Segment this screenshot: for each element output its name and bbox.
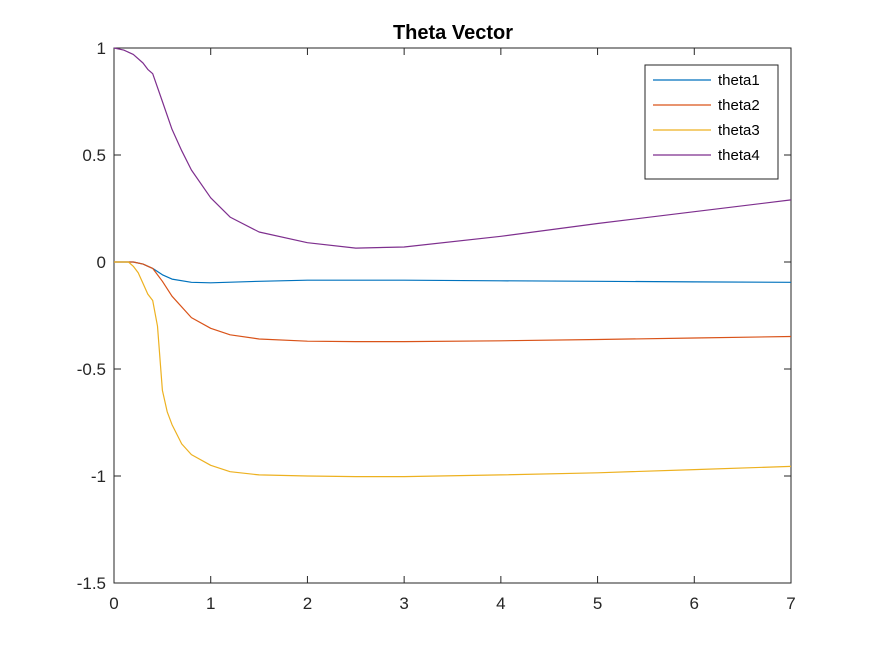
series-line-theta3 (114, 261, 792, 478)
y-tick-label: -1.5 (77, 574, 106, 593)
series-line-theta4 (113, 47, 792, 249)
y-tick-label: 0.5 (82, 146, 106, 165)
legend-label-theta3: theta3 (718, 122, 760, 139)
x-tick-label: 7 (786, 594, 795, 613)
legend: theta1 theta2 theta3 theta4 (644, 64, 779, 180)
x-tick-label: 0 (109, 594, 118, 613)
y-tick-label: 0 (97, 253, 106, 272)
legend-box (644, 64, 779, 180)
series-line-theta1 (114, 261, 792, 284)
x-tick-label: 1 (206, 594, 215, 613)
axes-box (113, 47, 792, 584)
series-line-theta2 (114, 261, 792, 343)
plot-area: 0 1 2 3 4 5 6 7 1 0.5 0 -0.5 -1 -1.5 (77, 39, 796, 613)
x-tick-label: 3 (399, 594, 408, 613)
x-tick-label: 2 (303, 594, 312, 613)
x-tick-label: 6 (690, 594, 699, 613)
legend-label-theta4: theta4 (718, 147, 760, 164)
y-tick-label: 1 (97, 39, 106, 58)
x-tick-label: 5 (593, 594, 602, 613)
legend-label-theta1: theta1 (718, 72, 760, 89)
x-tick-label: 4 (496, 594, 505, 613)
y-tick-label: -1 (91, 467, 106, 486)
y-tick-label: -0.5 (77, 360, 106, 379)
chart-title: Theta Vector (393, 22, 513, 44)
legend-label-theta2: theta2 (718, 97, 760, 114)
